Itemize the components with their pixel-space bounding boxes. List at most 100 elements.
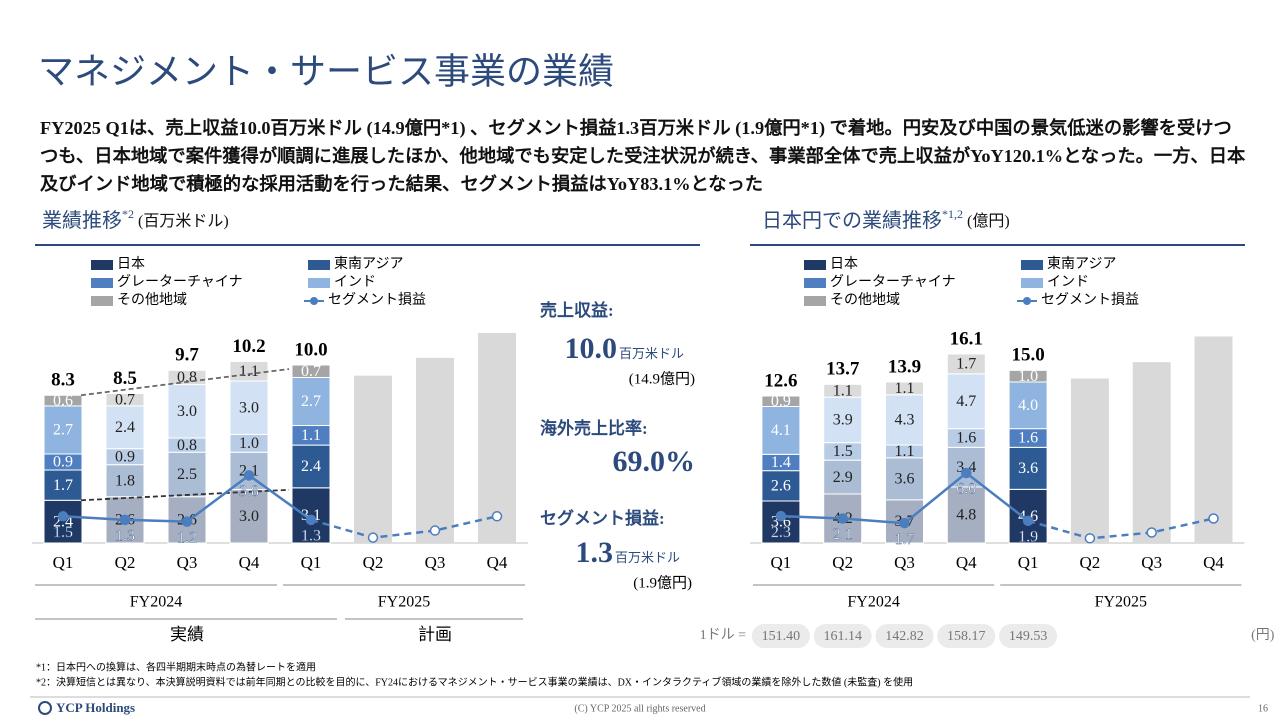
- value-label: 0.9: [115, 448, 135, 465]
- value-label: 3.0: [239, 399, 259, 416]
- profit-marker: [961, 467, 972, 479]
- group-label: FY2025: [1095, 594, 1147, 611]
- group-label: FY2024: [130, 594, 182, 611]
- value-label: 1.4: [771, 454, 791, 471]
- plan-bar: [1194, 336, 1233, 543]
- profit-marker: [837, 513, 848, 524]
- kpi-sub: (14.9億円): [629, 370, 695, 387]
- fx-pill: [875, 624, 934, 648]
- value-label: 0.8: [177, 437, 197, 454]
- value-label: 3.0: [177, 403, 197, 420]
- group-label: FY2025: [378, 594, 430, 611]
- footnote: *1：日本円への換算は、各四半期期末時点の為替レートを適用: [36, 660, 316, 673]
- value-label: 4.7: [956, 393, 976, 410]
- total-label: 12.6: [764, 370, 797, 391]
- value-label: 2.6: [771, 478, 791, 495]
- legend-swatch: [308, 260, 330, 270]
- kpi-unit: 百万米ドル: [619, 346, 684, 361]
- legend-label: グレーターチャイナ: [117, 274, 243, 290]
- profit-label: 2.3: [771, 524, 791, 541]
- value-label: 0.7: [301, 363, 321, 380]
- x-tick-label: Q1: [301, 553, 322, 572]
- profit-marker: [1208, 513, 1219, 524]
- plan-bar: [478, 332, 516, 543]
- fx-pill: [813, 624, 872, 648]
- profit-plan-line: [1027, 517, 1214, 540]
- legend-label: グレーターチャイナ: [830, 274, 956, 290]
- logo-mark: [38, 701, 52, 715]
- value-label: 2.4: [115, 419, 135, 436]
- bar-segment: [761, 470, 801, 502]
- value-label: 3.6: [771, 514, 791, 531]
- bar-segment: [105, 405, 145, 450]
- value-label: 1.8: [115, 472, 135, 489]
- fx-unit: (円): [1251, 628, 1275, 643]
- bar-segment: [946, 486, 986, 544]
- value-label: 1.1: [301, 427, 321, 444]
- copyright: (C) YCP 2025 all rights reserved: [574, 703, 705, 714]
- profit-marker: [899, 517, 910, 529]
- value-label: 2.7: [301, 393, 321, 410]
- profit-marker: [429, 525, 441, 536]
- profit-label: 1.3: [301, 528, 321, 545]
- profit-label: 3.8: [239, 483, 259, 500]
- total-label: 15.0: [1011, 345, 1044, 366]
- bar-segment: [229, 489, 269, 544]
- profit-marker: [243, 470, 255, 481]
- legend-swatch: [91, 278, 113, 288]
- legend-label: その他地域: [830, 292, 900, 308]
- bar-segment: [43, 469, 83, 501]
- kpi-label: 海外売上比率:: [540, 418, 648, 438]
- bar-segment: [167, 451, 207, 498]
- fx-rate: 149.53: [1009, 629, 1048, 644]
- profit-plan-line: [310, 515, 498, 539]
- bar-segment: [885, 381, 924, 396]
- kpi-value: 10.0: [565, 332, 618, 365]
- value-label: 1.1: [895, 380, 915, 397]
- plan-bar: [416, 357, 454, 543]
- bar-segment: [823, 459, 863, 495]
- bar-segment: [761, 395, 801, 407]
- legend-swatch: [91, 296, 113, 306]
- value-label: 0.7: [115, 391, 135, 408]
- profit-marker: [1022, 515, 1034, 527]
- bar-segment: [291, 364, 331, 378]
- profit-marker: [1146, 527, 1157, 538]
- value-label: 4.3: [895, 412, 915, 429]
- value-label: 3.9: [833, 412, 853, 429]
- summary: FY2025 Q1は、売上収益10.0百万米ドル (14.9億円*1) 、セグメ…: [40, 118, 1246, 194]
- group-label: FY2024: [847, 594, 899, 611]
- x-tick-label: Q3: [425, 553, 446, 572]
- value-label: 3.0: [239, 508, 259, 525]
- x-tick-label: Q3: [1141, 553, 1162, 572]
- value-label: 2.5: [177, 466, 197, 483]
- x-tick-label: Q4: [956, 553, 977, 572]
- bar-segment: [1008, 369, 1048, 383]
- total-label: 9.7: [175, 345, 199, 366]
- legend-swatch: [91, 260, 113, 270]
- legend-label: 東南アジア: [1047, 256, 1116, 272]
- footnote: *2：決算短信とは異なり、本決算説明資料では前年同期との比較を目的に、FY24に…: [36, 675, 913, 688]
- fx-rate: 151.40: [762, 629, 801, 644]
- x-tick-label: Q4: [487, 553, 508, 572]
- section-title: 日本円での業績推移*1,2 (億円): [762, 207, 1010, 232]
- value-label: 1.0: [239, 435, 259, 452]
- legend-label: その他地域: [117, 292, 187, 308]
- bar-segment: [946, 373, 986, 430]
- legend-label: セグメント損益: [1041, 292, 1139, 308]
- total-label: 16.1: [950, 328, 983, 349]
- plan-bar: [1132, 362, 1171, 543]
- page-number: 16: [1258, 703, 1268, 714]
- legend-swatch: [308, 278, 330, 288]
- bar-segment: [946, 353, 986, 375]
- value-label: 2.4: [301, 458, 321, 475]
- fx-label: 1ドル =: [700, 628, 746, 643]
- trend-arrow: [80, 488, 290, 502]
- total-label: 13.7: [826, 359, 860, 380]
- profit-marker: [305, 514, 317, 526]
- kpi-sub: (1.9億円): [633, 574, 692, 591]
- x-tick-label: Q2: [832, 553, 853, 572]
- plan-bar: [354, 375, 392, 543]
- x-tick-label: Q2: [115, 553, 136, 572]
